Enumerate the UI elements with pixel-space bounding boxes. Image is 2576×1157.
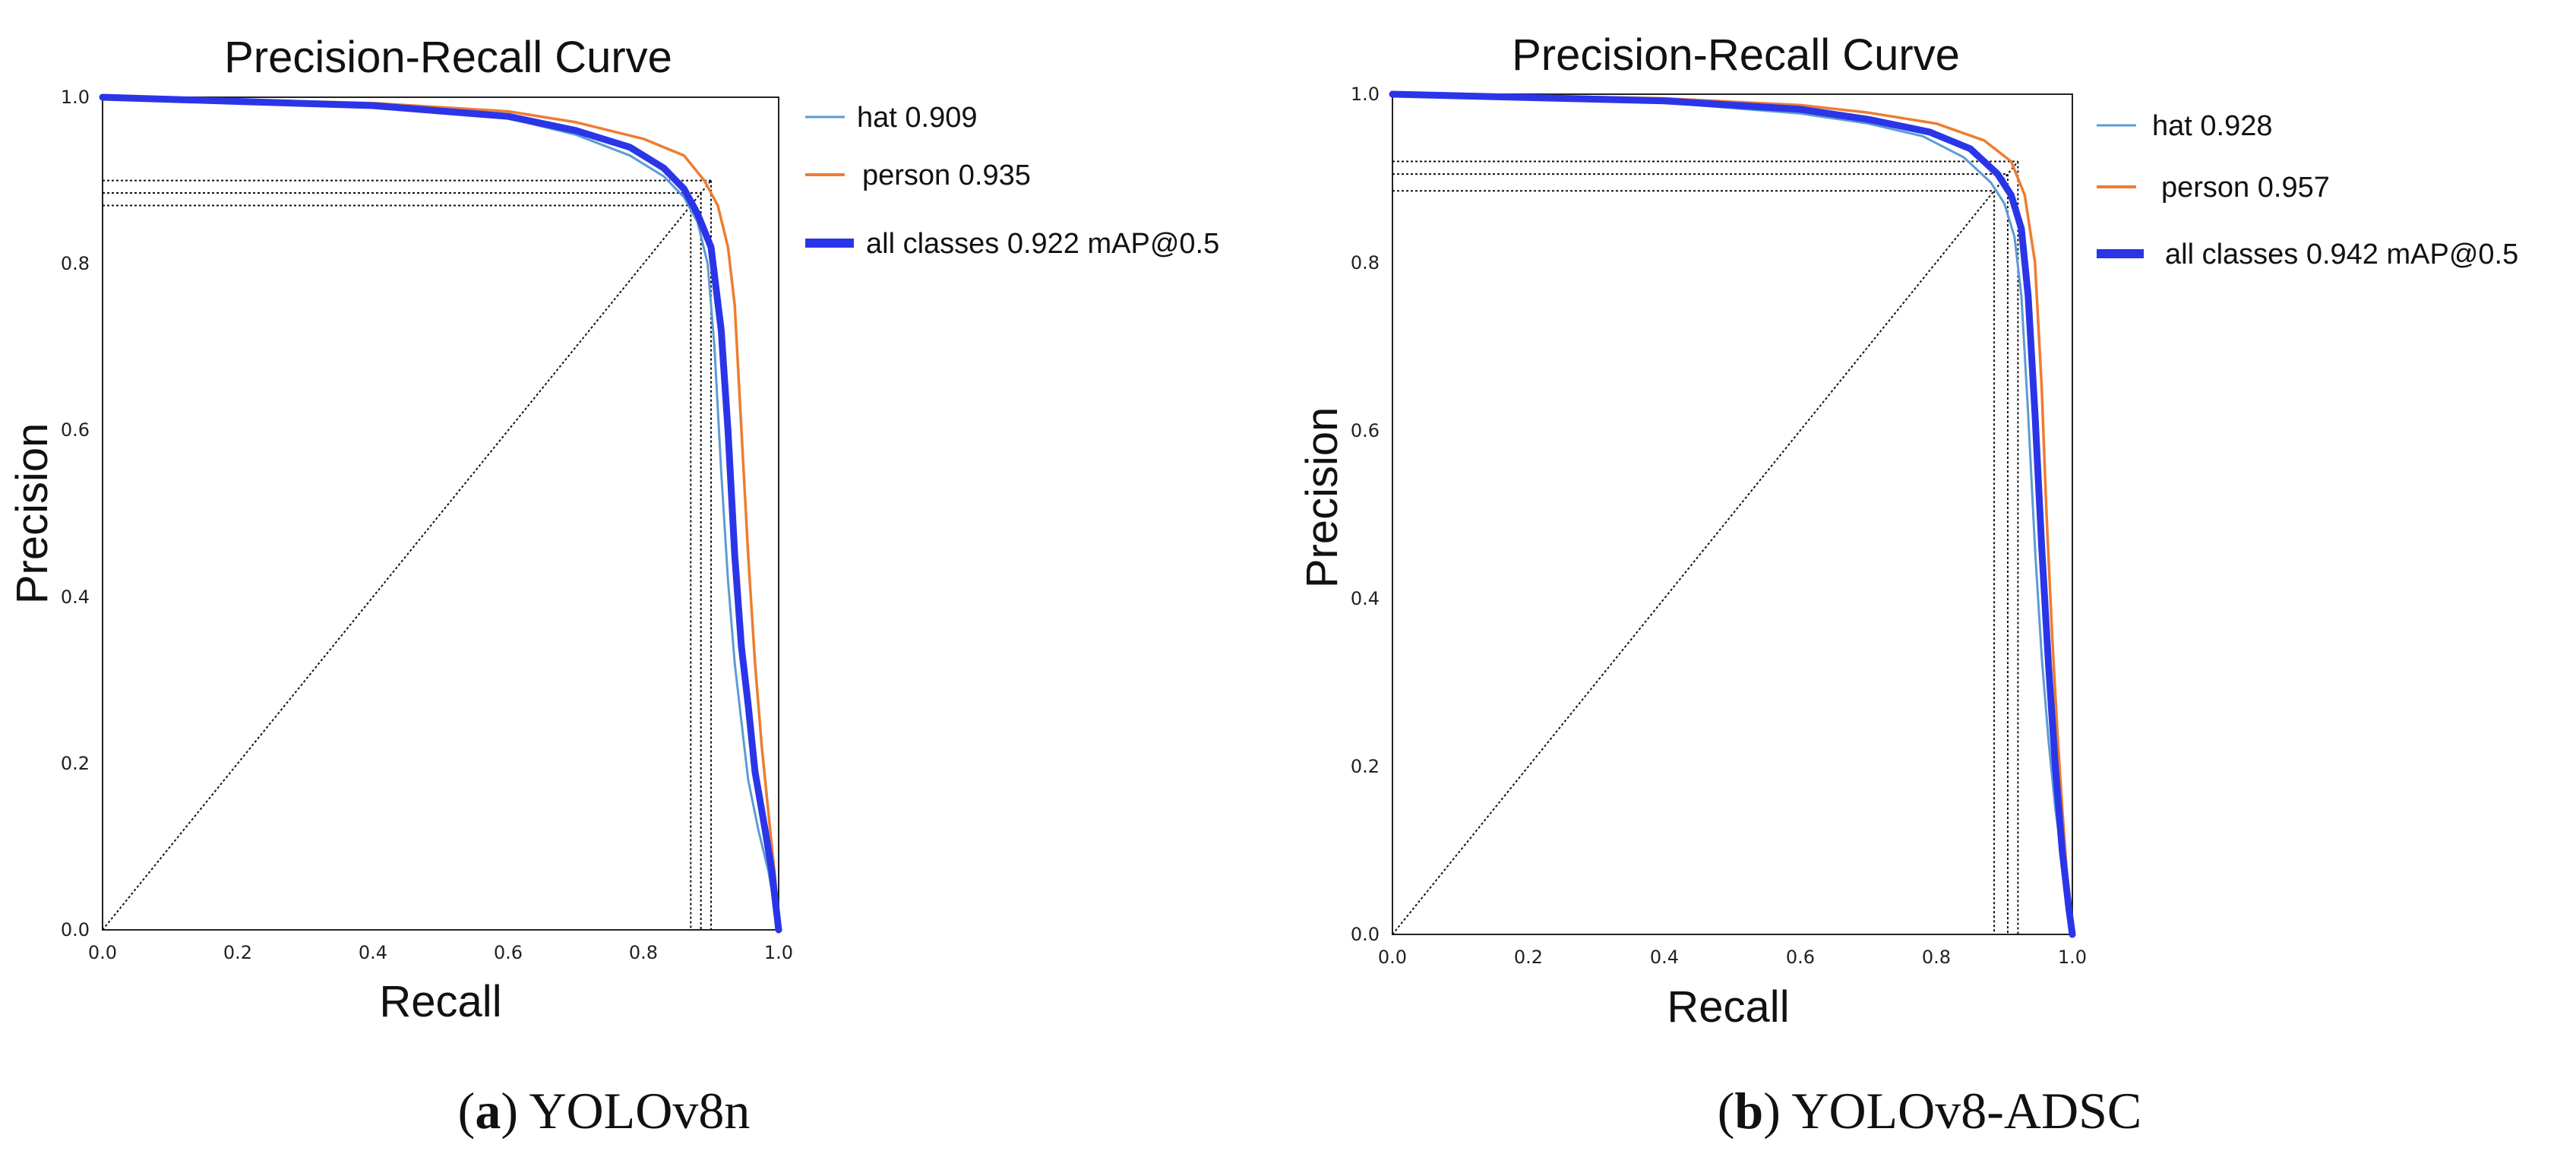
x-tick-label: 0.2: [1514, 947, 1543, 968]
y-tick-label: 0.8: [1351, 252, 1380, 273]
y-tick-label: 0.2: [1351, 756, 1380, 777]
legend-label-hat: hat 0.928: [2152, 110, 2272, 142]
diagonal-reference-line: [102, 179, 712, 931]
chart-title: Precision-Recall Curve: [224, 33, 672, 82]
x-tick-label: 0.8: [1922, 947, 1951, 968]
x-tick-label: 1.0: [2058, 947, 2087, 968]
chart-title: Precision-Recall Curve: [1512, 30, 1960, 80]
x-axis-label: Recall: [379, 977, 501, 1026]
caption-b: (b) YOLOv8-ADSC: [1718, 1082, 2142, 1140]
caption-text: YOLOv8n: [529, 1082, 750, 1140]
y-tick-label: 0.0: [61, 919, 90, 940]
all-classes-series-line: [1389, 90, 2076, 938]
chart-marks: [1389, 90, 2076, 938]
legend: hat 0.909 person 0.935 all classes 0.922…: [805, 102, 1219, 260]
panel-b: Precision-Recall Curve 0.0 0.2 0.4 0.6 0…: [1297, 30, 2518, 1140]
x-tick-label: 1.0: [764, 942, 793, 963]
legend-label-hat: hat 0.909: [857, 102, 977, 134]
tick-group: 0.0 0.2 0.4 0.6 0.8 1.0 0.0 0.2 0.4 0.6 …: [1351, 84, 2087, 968]
y-tick-label: 1.0: [1351, 84, 1380, 105]
x-tick-label: 0.0: [1378, 947, 1407, 968]
all-classes-series-line: [99, 93, 782, 934]
y-tick-label: 0.6: [61, 419, 90, 441]
x-tick-label: 0.6: [1786, 947, 1815, 968]
caption-text: YOLOv8-ADSC: [1791, 1082, 2141, 1140]
y-tick-label: 0.6: [1351, 420, 1380, 441]
y-tick-label: 0.0: [1351, 924, 1380, 945]
tick-group: 0.0 0.2 0.4 0.6 0.8 1.0 0.0 0.2 0.4 0.6 …: [61, 87, 793, 963]
diagonal-reference-line: [1392, 160, 2019, 935]
chart-marks: [99, 93, 782, 934]
caption-letter: b: [1734, 1082, 1763, 1140]
y-axis-label: Precision: [8, 423, 57, 605]
legend-label-person: person 0.935: [862, 160, 1031, 191]
legend-label-all-classes: all classes 0.922 mAP@0.5: [866, 228, 1219, 260]
y-tick-label: 0.4: [61, 586, 90, 608]
y-tick-label: 1.0: [61, 87, 90, 108]
legend: hat 0.928 person 0.957 all classes 0.942…: [2097, 110, 2518, 270]
person-series-line: [1391, 93, 2074, 936]
plot-area: [1392, 93, 2073, 935]
legend-label-person: person 0.957: [2161, 172, 2330, 204]
caption-letter: a: [475, 1082, 501, 1140]
x-tick-label: 0.4: [1650, 947, 1679, 968]
x-tick-label: 0.8: [629, 942, 658, 963]
y-tick-label: 0.2: [61, 753, 90, 774]
x-tick-label: 0.4: [359, 942, 387, 963]
y-tick-label: 0.4: [1351, 588, 1380, 609]
y-axis-label: Precision: [1297, 407, 1347, 589]
x-axis-label: Recall: [1667, 982, 1789, 1032]
x-tick-label: 0.6: [494, 942, 523, 963]
x-tick-label: 0.0: [88, 942, 117, 963]
x-tick-label: 0.2: [223, 942, 252, 963]
panel-a: Precision-Recall Curve 0.0 0.2 0.4 0.6 0…: [8, 33, 1219, 1140]
legend-label-all-classes: all classes 0.942 mAP@0.5: [2165, 239, 2518, 270]
caption-a: (a) YOLOv8n: [458, 1082, 751, 1140]
person-series-line: [101, 96, 780, 931]
y-tick-label: 0.8: [61, 253, 90, 274]
